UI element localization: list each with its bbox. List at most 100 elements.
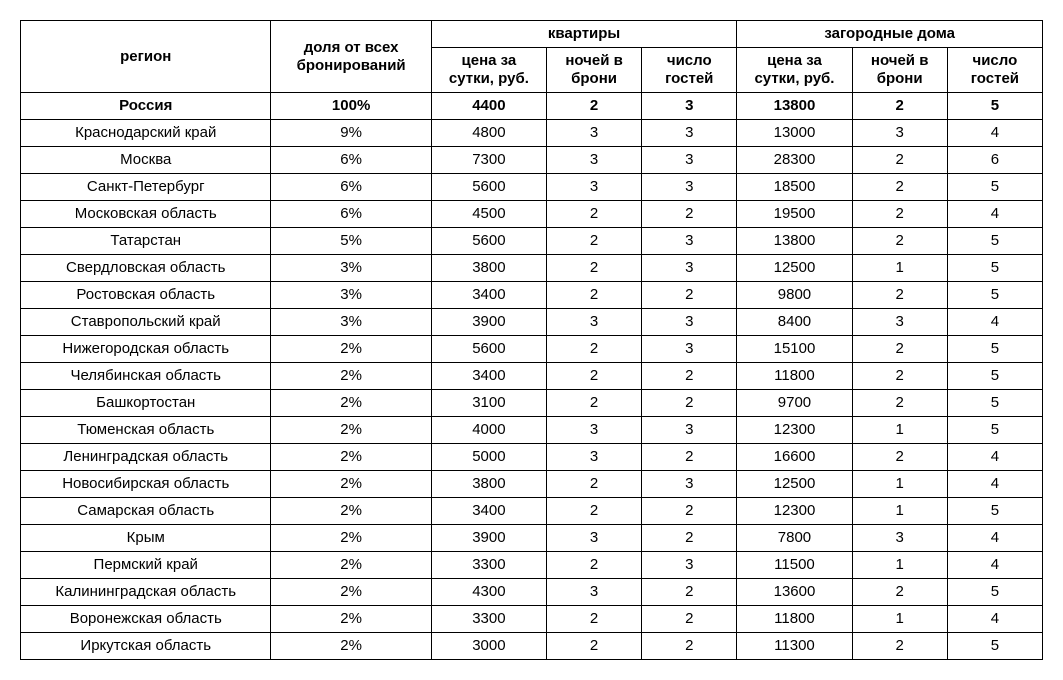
col-house-nights: ночей в брони <box>852 48 947 93</box>
cell-apt-price: 3100 <box>431 390 546 417</box>
cell-apt-nights: 2 <box>546 93 641 120</box>
cell-house-nights: 2 <box>852 228 947 255</box>
cell-house-guests: 4 <box>947 552 1042 579</box>
table-row: Москва6%7300332830026 <box>21 147 1043 174</box>
cell-region: Челябинская область <box>21 363 271 390</box>
cell-house-nights: 3 <box>852 309 947 336</box>
cell-region: Самарская область <box>21 498 271 525</box>
cell-apt-nights: 3 <box>546 147 641 174</box>
cell-share: 2% <box>271 390 431 417</box>
cell-region: Московская область <box>21 201 271 228</box>
cell-apt-price: 7300 <box>431 147 546 174</box>
table-row: Башкортостан2%310022970025 <box>21 390 1043 417</box>
cell-house-price: 11300 <box>737 633 852 660</box>
col-group-houses: загородные дома <box>737 21 1043 48</box>
table-row: Воронежская область2%3300221180014 <box>21 606 1043 633</box>
cell-apt-guests: 2 <box>642 606 737 633</box>
cell-apt-nights: 2 <box>546 336 641 363</box>
cell-share: 2% <box>271 363 431 390</box>
table-row: Крым2%390032780034 <box>21 525 1043 552</box>
cell-apt-guests: 3 <box>642 255 737 282</box>
cell-share: 3% <box>271 255 431 282</box>
cell-apt-nights: 2 <box>546 363 641 390</box>
col-apt-nights: ночей в брони <box>546 48 641 93</box>
cell-house-price: 11800 <box>737 606 852 633</box>
col-apt-price: цена за сутки, руб. <box>431 48 546 93</box>
cell-house-nights: 1 <box>852 498 947 525</box>
cell-apt-nights: 3 <box>546 120 641 147</box>
cell-region: Россия <box>21 93 271 120</box>
cell-apt-nights: 2 <box>546 228 641 255</box>
cell-house-guests: 5 <box>947 417 1042 444</box>
cell-share: 2% <box>271 633 431 660</box>
cell-house-nights: 1 <box>852 606 947 633</box>
cell-house-price: 13600 <box>737 579 852 606</box>
cell-apt-nights: 3 <box>546 174 641 201</box>
cell-house-guests: 5 <box>947 255 1042 282</box>
cell-share: 6% <box>271 201 431 228</box>
cell-region: Нижегородская область <box>21 336 271 363</box>
cell-apt-price: 4800 <box>431 120 546 147</box>
col-group-apartments: квартиры <box>431 21 737 48</box>
cell-apt-guests: 2 <box>642 282 737 309</box>
cell-apt-price: 3400 <box>431 363 546 390</box>
col-house-price: цена за сутки, руб. <box>737 48 852 93</box>
cell-region: Свердловская область <box>21 255 271 282</box>
cell-house-nights: 2 <box>852 363 947 390</box>
cell-apt-guests: 3 <box>642 309 737 336</box>
cell-region: Ленинградская область <box>21 444 271 471</box>
cell-apt-guests: 2 <box>642 498 737 525</box>
table-row: Свердловская область3%3800231250015 <box>21 255 1043 282</box>
cell-apt-nights: 2 <box>546 201 641 228</box>
cell-apt-guests: 2 <box>642 525 737 552</box>
table-header: регион доля от всех бронирований квартир… <box>21 21 1043 93</box>
cell-house-nights: 2 <box>852 633 947 660</box>
cell-share: 5% <box>271 228 431 255</box>
cell-house-nights: 2 <box>852 93 947 120</box>
cell-apt-guests: 2 <box>642 444 737 471</box>
cell-share: 2% <box>271 471 431 498</box>
cell-house-price: 28300 <box>737 147 852 174</box>
cell-region: Татарстан <box>21 228 271 255</box>
cell-house-nights: 2 <box>852 147 947 174</box>
cell-region: Иркутская область <box>21 633 271 660</box>
cell-region: Ставропольский край <box>21 309 271 336</box>
cell-share: 2% <box>271 498 431 525</box>
cell-apt-nights: 2 <box>546 390 641 417</box>
cell-region: Башкортостан <box>21 390 271 417</box>
cell-house-guests: 5 <box>947 363 1042 390</box>
table-row: Краснодарский край9%4800331300034 <box>21 120 1043 147</box>
cell-house-guests: 5 <box>947 498 1042 525</box>
cell-share: 9% <box>271 120 431 147</box>
cell-apt-guests: 3 <box>642 174 737 201</box>
cell-house-price: 7800 <box>737 525 852 552</box>
cell-house-price: 19500 <box>737 201 852 228</box>
table-row: Московская область6%4500221950024 <box>21 201 1043 228</box>
cell-house-price: 12300 <box>737 417 852 444</box>
cell-house-price: 11500 <box>737 552 852 579</box>
cell-house-nights: 2 <box>852 201 947 228</box>
col-share: доля от всех бронирований <box>271 21 431 93</box>
table-body: Россия100%4400231380025Краснодарский кра… <box>21 93 1043 660</box>
cell-region: Крым <box>21 525 271 552</box>
col-apt-guests: число гостей <box>642 48 737 93</box>
cell-apt-price: 3900 <box>431 309 546 336</box>
cell-apt-guests: 2 <box>642 363 737 390</box>
table-row: Россия100%4400231380025 <box>21 93 1043 120</box>
cell-apt-guests: 3 <box>642 471 737 498</box>
bookings-table: регион доля от всех бронирований квартир… <box>20 20 1043 660</box>
cell-house-guests: 4 <box>947 120 1042 147</box>
cell-region: Воронежская область <box>21 606 271 633</box>
cell-house-price: 8400 <box>737 309 852 336</box>
cell-house-nights: 2 <box>852 174 947 201</box>
table-row: Самарская область2%3400221230015 <box>21 498 1043 525</box>
cell-house-nights: 2 <box>852 444 947 471</box>
table-row: Челябинская область2%3400221180025 <box>21 363 1043 390</box>
cell-house-price: 13800 <box>737 228 852 255</box>
cell-apt-price: 3400 <box>431 498 546 525</box>
cell-region: Ростовская область <box>21 282 271 309</box>
cell-house-nights: 1 <box>852 417 947 444</box>
cell-house-guests: 4 <box>947 525 1042 552</box>
cell-apt-price: 4000 <box>431 417 546 444</box>
cell-house-nights: 2 <box>852 579 947 606</box>
